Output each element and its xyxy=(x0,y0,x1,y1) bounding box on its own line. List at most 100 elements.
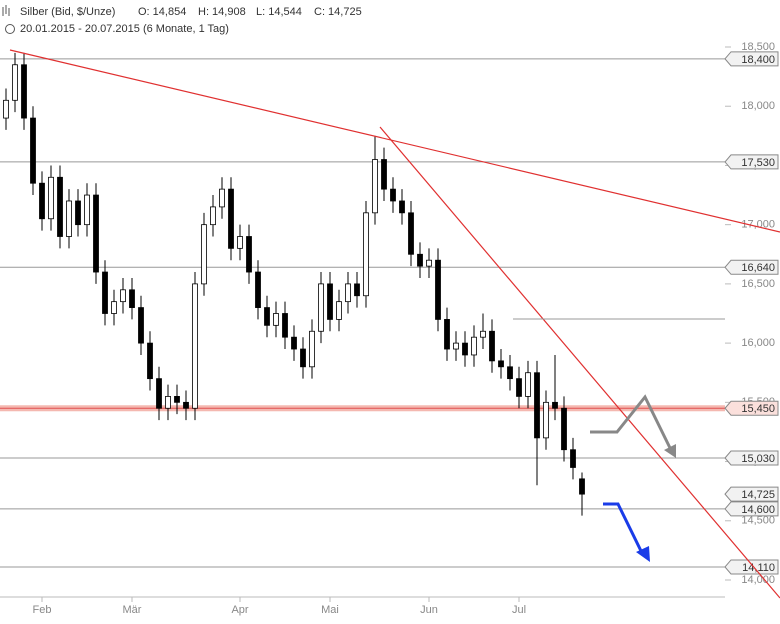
ohlc-value: L: 14,544 xyxy=(256,6,302,18)
candle-body xyxy=(336,301,342,320)
candle-body xyxy=(525,372,531,397)
candle-body xyxy=(354,283,360,297)
scenario-arrow xyxy=(590,394,674,453)
candle-body xyxy=(498,360,504,368)
candle-body xyxy=(210,206,216,226)
candle-body xyxy=(282,313,288,338)
candle-body xyxy=(345,283,351,303)
candle-body xyxy=(156,378,162,409)
candle-body xyxy=(174,396,180,403)
candle-body xyxy=(201,224,207,285)
candle-body xyxy=(120,289,126,303)
candle-body xyxy=(561,407,567,451)
x-tick-label: Jul xyxy=(512,604,526,616)
candle-body xyxy=(444,319,450,350)
candle-body xyxy=(372,159,378,214)
y-tick-label: 16,500 xyxy=(741,278,775,290)
candle-body xyxy=(102,271,108,314)
level-label: 15,030 xyxy=(741,453,775,465)
level-label: 14,725 xyxy=(741,489,775,501)
level-box xyxy=(724,154,779,170)
candle-body xyxy=(30,117,36,184)
y-tick-label: 14,000 xyxy=(741,574,775,586)
candle-body xyxy=(273,313,279,326)
candle-body xyxy=(246,236,252,273)
candle-body xyxy=(453,342,459,350)
chart-subtitle: 20.01.2015 - 20.07.2015 (6 Monate, 1 Tag… xyxy=(20,23,229,35)
candle-body xyxy=(12,64,18,101)
candle-body xyxy=(165,396,171,409)
level-box xyxy=(724,559,779,575)
level-box xyxy=(724,259,779,275)
candle-body xyxy=(462,342,468,356)
candle-body xyxy=(381,159,387,190)
ohlc-value: O: 14,854 xyxy=(138,6,186,18)
candle-body xyxy=(507,366,513,380)
candle-body xyxy=(183,401,189,409)
candle-body xyxy=(417,253,423,267)
trend-line xyxy=(379,126,780,599)
chart-icon xyxy=(2,5,10,16)
candle-body xyxy=(390,188,396,202)
chart-title: Silber (Bid, $/Unze) xyxy=(20,6,115,18)
level-label: 16,640 xyxy=(741,262,775,274)
ohlc-value: H: 14,908 xyxy=(198,6,246,18)
candle-body xyxy=(579,478,585,495)
candle-body xyxy=(84,194,90,226)
candle-body xyxy=(300,348,306,368)
candle-body xyxy=(408,212,414,255)
candle-body xyxy=(57,176,63,237)
level-box xyxy=(724,501,779,517)
x-tick-label: Jun xyxy=(420,604,438,616)
candle-body xyxy=(543,401,549,439)
level-label: 17,530 xyxy=(741,157,775,169)
x-tick-label: Mai xyxy=(321,604,339,616)
ohlc-value: C: 14,725 xyxy=(314,6,362,18)
candle-body xyxy=(471,336,477,356)
scenario-arrow xyxy=(603,502,645,556)
candle-body xyxy=(237,236,243,249)
candle-body xyxy=(219,188,225,208)
arrow-head xyxy=(664,444,676,458)
candle-body xyxy=(48,176,54,220)
candle-body xyxy=(552,401,558,409)
candle-body xyxy=(129,289,135,308)
candle-body xyxy=(309,330,315,368)
candle-body xyxy=(435,259,441,320)
arrow-head xyxy=(636,546,650,562)
candle-body xyxy=(264,307,270,326)
y-tick-label: 17,000 xyxy=(741,219,775,231)
y-tick-label: 18,500 xyxy=(741,41,775,53)
candle-body xyxy=(21,64,27,119)
candle-body xyxy=(318,283,324,332)
y-tick-label: 16,000 xyxy=(741,337,775,349)
candle-body xyxy=(399,200,405,214)
candle-body xyxy=(75,200,81,226)
candle-body xyxy=(66,200,72,237)
candle-body xyxy=(138,307,144,344)
level-label: 15,450 xyxy=(741,403,775,415)
level-box xyxy=(724,400,779,416)
y-tick-label: 14,500 xyxy=(741,515,775,527)
candle-body xyxy=(192,283,198,409)
x-tick-label: Apr xyxy=(231,604,248,616)
level-box xyxy=(724,486,779,502)
level-label: 14,110 xyxy=(742,562,775,574)
candle-body xyxy=(534,372,540,439)
candle-body xyxy=(363,212,369,297)
x-tick-label: Mär xyxy=(123,604,142,616)
candle-body xyxy=(39,182,45,220)
level-box xyxy=(724,51,779,67)
candle-body xyxy=(426,259,432,267)
candle-body xyxy=(3,99,9,119)
clock-icon xyxy=(5,24,15,34)
candle-body xyxy=(228,188,234,249)
candle-body xyxy=(570,449,576,468)
candle-body xyxy=(255,271,261,308)
y-tick-label: 18,000 xyxy=(741,100,775,112)
trend-line xyxy=(9,49,780,233)
candle-body xyxy=(93,194,99,273)
level-label: 18,400 xyxy=(741,54,775,66)
x-tick-label: Feb xyxy=(33,604,52,616)
